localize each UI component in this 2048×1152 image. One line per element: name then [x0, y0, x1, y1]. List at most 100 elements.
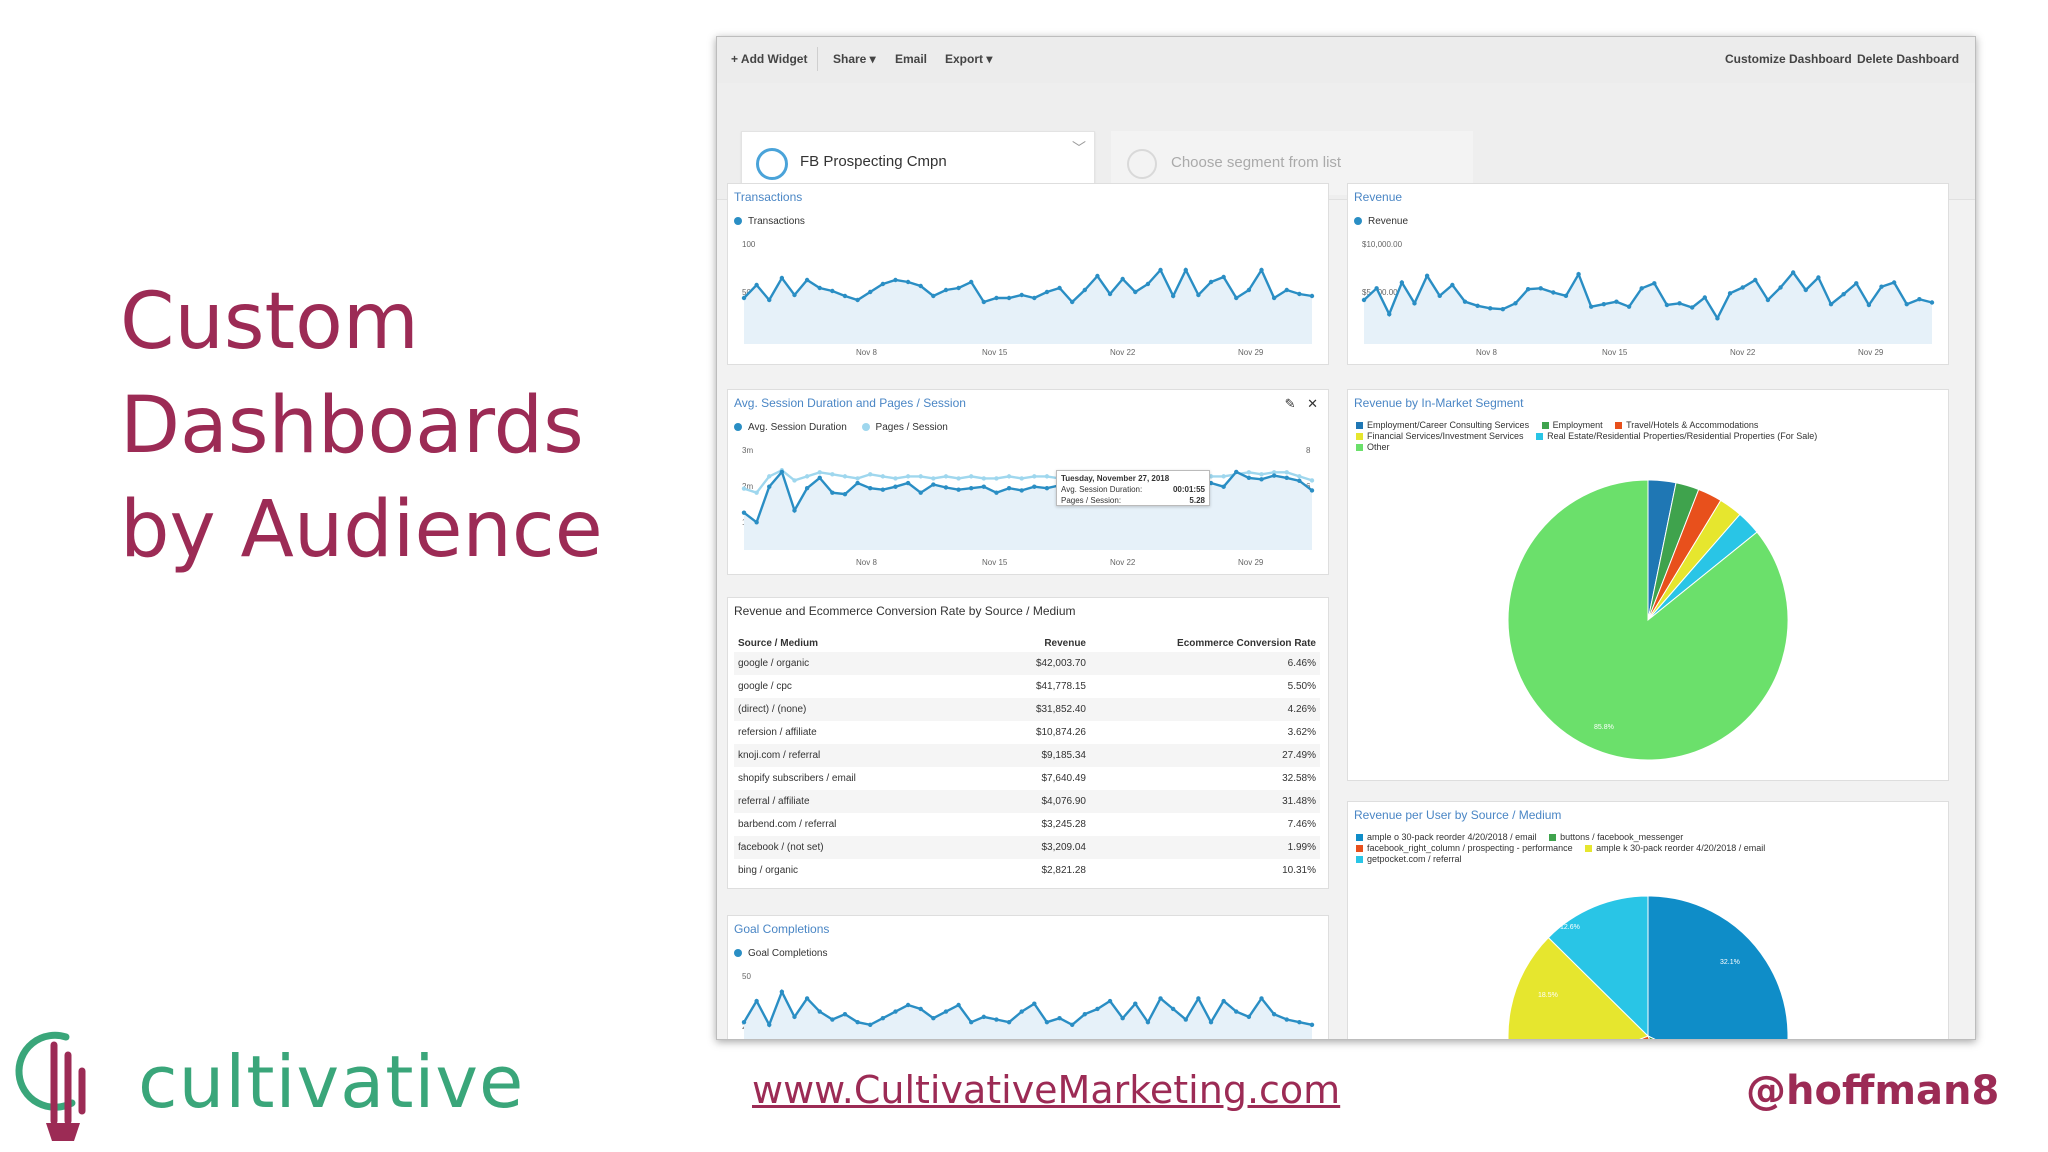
y-tick-label: 50 [742, 972, 751, 981]
legend-item: Employment [1541, 420, 1603, 430]
widget-title[interactable]: Avg. Session Duration and Pages / Sessio… [734, 396, 966, 410]
widget-title[interactable]: Transactions [734, 190, 803, 204]
table-row[interactable]: bing / organic $2,821.28 10.31% [734, 859, 1320, 882]
pie-slice [1507, 479, 1789, 761]
data-point [1221, 274, 1226, 280]
source-medium-cell[interactable]: facebook / (not set) [738, 842, 824, 853]
pie-slice-label: 85.8% [1594, 724, 1614, 731]
delete-dashboard-button[interactable]: Delete Dashboard [1857, 52, 1960, 66]
data-point [893, 1009, 898, 1014]
data-point [1170, 1006, 1176, 1012]
table-row[interactable]: (direct) / (none) $31,852.40 4.26% [734, 698, 1320, 721]
data-point [1297, 291, 1302, 297]
data-point [931, 482, 936, 487]
data-point [1095, 1006, 1100, 1012]
tooltip-value: 00:01:55 [1172, 485, 1205, 494]
data-point [830, 490, 835, 495]
data-point [1589, 304, 1594, 309]
source-medium-cell[interactable]: referral / affiliate [738, 796, 810, 807]
revenue-cell: $31,852.40 [1035, 704, 1086, 715]
widget-title[interactable]: Revenue by In-Market Segment [1354, 396, 1524, 410]
table-row[interactable]: knoji.com / referral $9,185.34 27.49% [734, 744, 1320, 767]
legend-label: Travel/Hotels & Accommodations [1626, 420, 1759, 430]
source-medium-cell[interactable]: barbend.com / referral [738, 819, 837, 830]
column-header[interactable]: Source / Medium [738, 637, 819, 649]
source-medium-cell[interactable]: refersion / affiliate [738, 727, 817, 738]
data-point [1196, 292, 1201, 298]
slide-title-line: Custom [120, 277, 419, 367]
data-point [1866, 302, 1872, 308]
table-row[interactable]: shopify subscribers / email $7,640.49 32.5… [734, 767, 1320, 790]
data-point [1208, 279, 1214, 285]
data-point [1133, 1001, 1138, 1006]
source-medium-cell[interactable]: (direct) / (none) [738, 704, 807, 715]
table-row[interactable]: google / organic $42,003.70 6.46% [734, 652, 1320, 675]
source-medium-cell[interactable]: knoji.com / referral [738, 750, 821, 761]
data-point [943, 474, 949, 479]
legend-item: ample k 30-pack reorder 4/20/2018 / emai… [1585, 843, 1765, 853]
close-icon[interactable]: ✕ [1307, 396, 1318, 411]
source-medium-cell[interactable]: shopify subscribers / email [738, 773, 856, 784]
series-area [744, 270, 1312, 344]
source-medium-cell[interactable]: google / organic [738, 658, 810, 669]
chevron-down-icon[interactable]: ﹀ [1072, 140, 1086, 156]
data-point [969, 474, 974, 479]
legend-item: Other [1356, 442, 1390, 452]
pie-slice-label: 32.1% [1720, 959, 1740, 966]
data-point [804, 996, 810, 1001]
table-row[interactable]: refersion / affiliate $10,874.26 3.62% [734, 721, 1320, 744]
data-point [905, 480, 911, 486]
source-medium-cell[interactable]: bing / organic [738, 865, 799, 876]
data-point [956, 1002, 961, 1008]
legend-swatch-icon [1356, 856, 1363, 864]
data-point [1145, 281, 1151, 287]
data-point [1513, 301, 1518, 306]
email-button[interactable]: Email [895, 52, 928, 66]
data-point [804, 277, 810, 283]
data-point [1297, 474, 1302, 479]
data-point [1297, 478, 1302, 484]
data-point [842, 474, 848, 479]
data-point [1727, 291, 1733, 296]
legend-label: Employment [1552, 420, 1603, 430]
widget-title[interactable]: Revenue per User by Source / Medium [1354, 808, 1562, 822]
column-header[interactable]: Ecommerce Conversion Rate [1177, 637, 1316, 649]
customize-dashboard-button[interactable]: Customize Dashboard [1725, 52, 1852, 66]
data-point [767, 474, 772, 479]
data-point [842, 293, 848, 299]
table-row[interactable]: barbend.com / referral $3,245.28 7.46% [734, 813, 1320, 836]
x-tick-label: Nov 29 [1238, 558, 1264, 567]
table-row[interactable]: referral / affiliate $4,076.90 31.48% [734, 790, 1320, 813]
dashboard-screenshot: + Add Widget Share ▾ Email Export ▾ Cust… [716, 36, 1976, 1040]
data-point [905, 279, 911, 285]
source-medium-cell[interactable]: google / cpc [738, 681, 792, 692]
pencil-icon[interactable]: ✎ [1284, 396, 1296, 411]
in-market-pie-chart [1507, 479, 1789, 761]
column-header[interactable]: Revenue [1044, 637, 1086, 649]
widget-title[interactable]: Goal Completions [734, 922, 830, 936]
add-widget-button[interactable]: + Add Widget [731, 52, 808, 66]
data-point [1082, 287, 1087, 293]
website-link[interactable]: www.CultivativeMarketing.com [752, 1068, 1341, 1112]
share-menu-button[interactable]: Share ▾ [833, 52, 876, 66]
data-point [1639, 286, 1644, 291]
legend-label: ample o 30-pack reorder 4/20/2018 / emai… [1367, 832, 1537, 842]
slide-title-line: by Audience [120, 485, 603, 575]
table-row[interactable]: facebook / (not set) $3,209.04 1.99% [734, 836, 1320, 859]
widget-title[interactable]: Revenue and Ecommerce Conversion Rate by… [734, 604, 1076, 618]
data-point [943, 485, 949, 490]
data-point [817, 285, 822, 291]
data-point [943, 287, 949, 293]
export-menu-button[interactable]: Export ▾ [945, 52, 993, 66]
legend-label: Revenue [1368, 216, 1409, 227]
segment-ring-icon [1127, 149, 1157, 179]
series-line [743, 468, 1313, 495]
data-point [1652, 281, 1657, 286]
widget-title[interactable]: Revenue [1354, 190, 1403, 204]
table-body: google / organic $42,003.70 6.46% google / … [734, 652, 1320, 882]
data-point [1183, 267, 1188, 273]
conversion-rate-cell: 3.62% [1287, 727, 1316, 738]
legend-label: Transactions [748, 216, 805, 227]
table-row[interactable]: google / cpc $41,778.15 5.50% [734, 675, 1320, 698]
data-point [981, 299, 987, 305]
